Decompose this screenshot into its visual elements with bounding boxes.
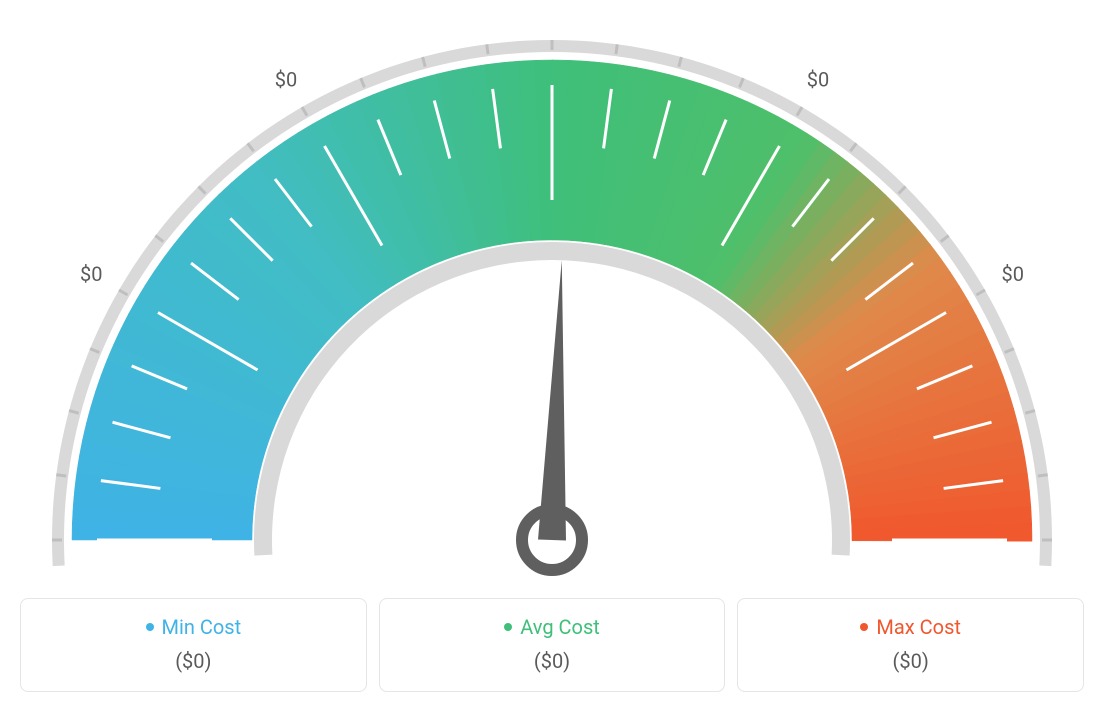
legend-card-avg: Avg Cost ($0) — [379, 598, 726, 692]
svg-text:$0: $0 — [1001, 262, 1023, 286]
legend-dot-min — [146, 623, 154, 631]
legend-label-avg: Avg Cost — [520, 615, 600, 639]
legend-card-max: Max Cost ($0) — [737, 598, 1084, 692]
legend-label-max: Max Cost — [876, 615, 961, 639]
legend-value-avg: ($0) — [392, 649, 713, 673]
legend-label-min: Min Cost — [162, 615, 242, 639]
legend-dot-max — [860, 623, 868, 631]
svg-text:$0: $0 — [807, 67, 829, 91]
legend-value-max: ($0) — [750, 649, 1071, 673]
gauge-chart: $0$0$0$0$0$0$0 Min Cost ($0) Avg Cost ($… — [20, 20, 1084, 692]
legend-card-min: Min Cost ($0) — [20, 598, 367, 692]
legend-title-max: Max Cost — [860, 615, 961, 639]
svg-text:$0: $0 — [275, 67, 297, 91]
gauge-svg: $0$0$0$0$0$0$0 — [20, 20, 1084, 580]
legend-value-min: ($0) — [33, 649, 354, 673]
legend-title-avg: Avg Cost — [504, 615, 600, 639]
legend-dot-avg — [504, 623, 512, 631]
legend-row: Min Cost ($0) Avg Cost ($0) Max Cost ($0… — [20, 598, 1084, 692]
svg-text:$0: $0 — [80, 262, 102, 286]
legend-title-min: Min Cost — [146, 615, 242, 639]
